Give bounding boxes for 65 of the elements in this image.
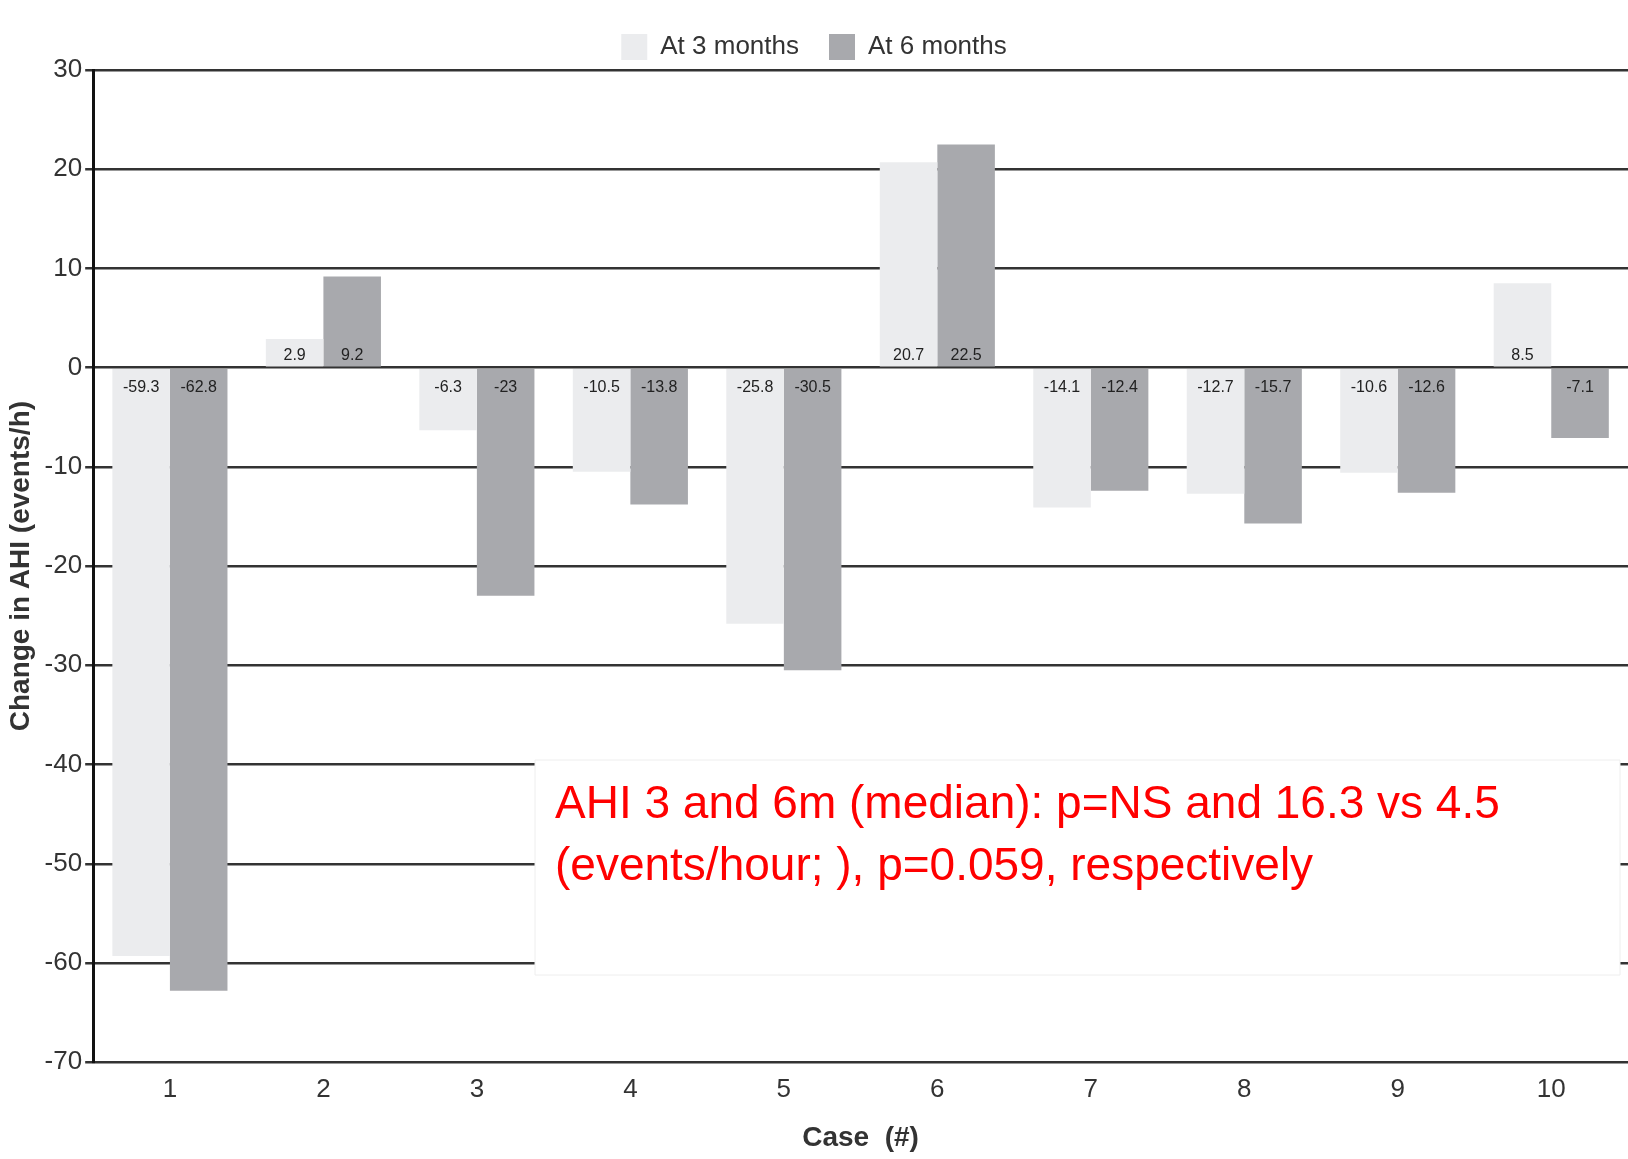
- data-label: -13.8: [640, 378, 678, 396]
- y-tick-label: -70: [44, 1045, 83, 1076]
- data-label: -7.1: [1566, 378, 1594, 396]
- y-tick-label: -10: [44, 450, 83, 481]
- bar: [572, 368, 631, 472]
- data-label: -62.8: [180, 378, 218, 396]
- y-tick-label: -60: [44, 946, 83, 977]
- data-label: -30.5: [794, 378, 831, 396]
- y-tick-label: 30: [53, 53, 83, 84]
- y-axis-title: Change in AHI (events/h): [3, 400, 35, 732]
- bar: [112, 368, 170, 957]
- y-tick-label: -50: [44, 846, 83, 877]
- bar: [879, 162, 938, 367]
- x-tick-label: 1: [162, 1072, 178, 1103]
- y-tick-label: 20: [53, 152, 83, 183]
- x-tick-label: 3: [469, 1072, 485, 1103]
- data-label: 8.5: [1511, 346, 1534, 364]
- data-label: -59.3: [122, 378, 160, 396]
- y-tick-label: 10: [53, 251, 83, 282]
- legend-label: At 6 months: [868, 30, 1007, 61]
- bar: [419, 368, 477, 431]
- data-label: -14.1: [1043, 378, 1081, 396]
- bar: [1493, 283, 1552, 367]
- data-label: 20.7: [892, 346, 925, 364]
- bar: [323, 276, 381, 367]
- bar: [783, 368, 842, 671]
- data-label: -25.8: [736, 378, 774, 396]
- bar: [1090, 368, 1149, 491]
- data-label: 2.9: [283, 346, 306, 364]
- data-label: -12.4: [1101, 378, 1138, 396]
- data-label: -15.7: [1254, 378, 1292, 396]
- data-label: 22.5: [950, 346, 982, 364]
- bar: [169, 368, 228, 991]
- data-label: -10.5: [583, 378, 620, 396]
- bar: [1340, 368, 1398, 473]
- y-tick-label: -40: [44, 747, 83, 778]
- y-tick-label: -20: [44, 549, 83, 580]
- legend-label: At 3 months: [660, 30, 799, 61]
- bar: [1244, 368, 1302, 524]
- bar: [726, 368, 784, 624]
- bar: [476, 368, 535, 596]
- bar: [1186, 368, 1245, 494]
- data-label: -12.6: [1408, 378, 1445, 396]
- x-axis-title: Case (#): [802, 1120, 919, 1152]
- data-label: 9.2: [341, 346, 364, 364]
- data-label: -10.6: [1350, 378, 1388, 396]
- x-tick-label: 10: [1536, 1072, 1566, 1103]
- x-tick-label: 8: [1237, 1072, 1252, 1103]
- bar: [630, 368, 688, 505]
- x-tick-label: 9: [1390, 1072, 1406, 1103]
- data-label: -6.3: [434, 378, 462, 396]
- data-label: -12.7: [1197, 378, 1234, 396]
- annotation: AHI 3 and 6m (median): p=NS and 16.3 vs 4.5 (events/hour; ), p=0.059, respectively: [555, 775, 1500, 890]
- bar: [1033, 368, 1091, 508]
- x-tick-label: 2: [316, 1072, 331, 1103]
- y-tick-label: 0: [67, 350, 83, 381]
- data-label: -23: [494, 378, 518, 396]
- x-tick-label: 6: [930, 1072, 945, 1103]
- bar: [937, 144, 995, 367]
- y-tick-label: -30: [44, 648, 83, 679]
- x-tick-label: 4: [623, 1072, 638, 1103]
- x-tick-label: 7: [1083, 1072, 1099, 1103]
- bar: [1551, 368, 1609, 439]
- bar: [1397, 368, 1456, 493]
- x-tick-label: 5: [776, 1072, 792, 1103]
